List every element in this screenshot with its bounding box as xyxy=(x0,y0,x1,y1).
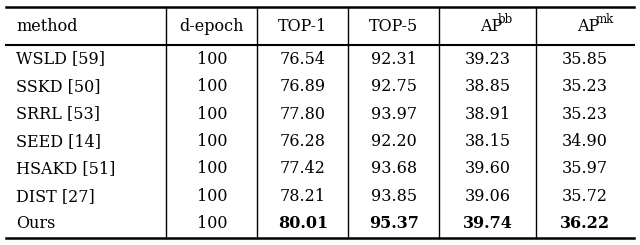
Text: 100: 100 xyxy=(196,160,227,177)
Text: 93.85: 93.85 xyxy=(371,188,417,205)
Text: 39.74: 39.74 xyxy=(463,215,513,233)
Text: 100: 100 xyxy=(196,78,227,95)
Text: 35.72: 35.72 xyxy=(562,188,608,205)
Text: HSAKD [51]: HSAKD [51] xyxy=(16,160,115,177)
Text: 77.80: 77.80 xyxy=(280,106,326,122)
Text: 93.68: 93.68 xyxy=(371,160,417,177)
Text: d-epoch: d-epoch xyxy=(180,18,244,35)
Text: method: method xyxy=(16,18,77,35)
Text: 36.22: 36.22 xyxy=(560,215,610,233)
Text: 35.23: 35.23 xyxy=(562,106,608,122)
Text: bb: bb xyxy=(498,13,513,26)
Text: 93.97: 93.97 xyxy=(371,106,417,122)
Text: 95.37: 95.37 xyxy=(369,215,419,233)
Text: TOP-1: TOP-1 xyxy=(278,18,328,35)
Text: SRRL [53]: SRRL [53] xyxy=(16,106,100,122)
Text: 38.91: 38.91 xyxy=(465,106,511,122)
Text: 78.21: 78.21 xyxy=(280,188,326,205)
Text: TOP-5: TOP-5 xyxy=(369,18,419,35)
Text: 100: 100 xyxy=(196,215,227,233)
Text: 39.23: 39.23 xyxy=(465,50,511,68)
Text: 100: 100 xyxy=(196,188,227,205)
Text: 92.75: 92.75 xyxy=(371,78,417,95)
Text: mk: mk xyxy=(595,13,614,26)
Text: 35.85: 35.85 xyxy=(562,50,608,68)
Text: 76.28: 76.28 xyxy=(280,133,326,150)
Text: 39.60: 39.60 xyxy=(465,160,511,177)
Text: 92.20: 92.20 xyxy=(371,133,417,150)
Text: Ours: Ours xyxy=(16,215,56,233)
Text: 100: 100 xyxy=(196,133,227,150)
Text: 38.85: 38.85 xyxy=(465,78,511,95)
Text: WSLD [59]: WSLD [59] xyxy=(16,50,105,68)
Text: 76.89: 76.89 xyxy=(280,78,326,95)
Text: 35.23: 35.23 xyxy=(562,78,608,95)
Text: 76.54: 76.54 xyxy=(280,50,326,68)
Text: 38.15: 38.15 xyxy=(465,133,511,150)
Text: 80.01: 80.01 xyxy=(278,215,328,233)
Text: 100: 100 xyxy=(196,50,227,68)
Text: 100: 100 xyxy=(196,106,227,122)
Text: 39.06: 39.06 xyxy=(465,188,511,205)
Text: 34.90: 34.90 xyxy=(562,133,608,150)
Text: AP: AP xyxy=(577,18,600,35)
Text: 77.42: 77.42 xyxy=(280,160,326,177)
Text: SSKD [50]: SSKD [50] xyxy=(16,78,100,95)
Text: AP: AP xyxy=(480,18,502,35)
Text: SEED [14]: SEED [14] xyxy=(16,133,101,150)
Text: DIST [27]: DIST [27] xyxy=(16,188,95,205)
Text: 35.97: 35.97 xyxy=(562,160,608,177)
Text: 92.31: 92.31 xyxy=(371,50,417,68)
